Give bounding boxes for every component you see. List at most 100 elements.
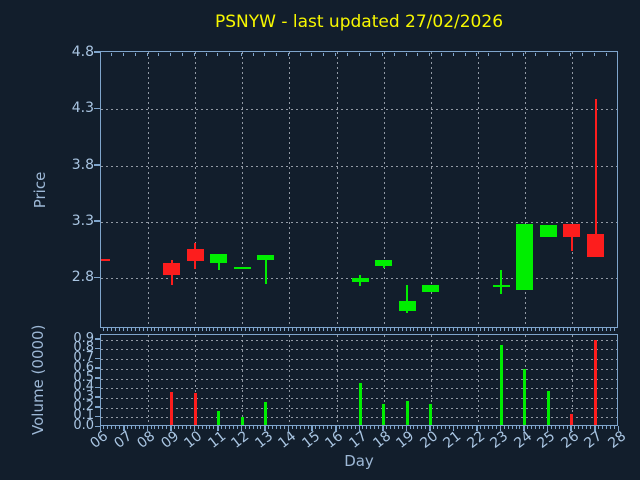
axis-tick — [307, 328, 309, 331]
price-tick-label: 3.8 — [71, 156, 94, 173]
axis-tick — [130, 328, 132, 331]
axis-tick — [303, 328, 305, 331]
axis-tick — [193, 328, 195, 331]
axis-tick — [264, 328, 266, 331]
axis-tick — [240, 426, 243, 431]
axis-tick — [370, 52, 372, 56]
axis-tick — [166, 328, 168, 331]
axis-tick — [582, 328, 584, 331]
axis-tick — [464, 328, 466, 331]
axis-tick — [170, 328, 172, 331]
axis-tick — [331, 426, 332, 429]
axis-tick — [244, 328, 246, 331]
axis-tick — [315, 328, 317, 331]
axis-tick — [535, 426, 537, 429]
day-gridline — [195, 52, 197, 327]
axis-tick — [413, 328, 415, 331]
day-gridline — [242, 52, 244, 327]
axis-tick — [362, 328, 364, 331]
axis-tick — [123, 426, 125, 431]
axis-tick — [150, 426, 152, 429]
axis-tick — [550, 426, 552, 429]
volume-bar — [382, 403, 385, 425]
candle-body — [422, 285, 440, 292]
axis-tick — [448, 328, 450, 331]
axis-tick — [374, 426, 376, 429]
axis-tick — [605, 52, 607, 56]
volume-tick-label: 0.2 — [73, 398, 94, 414]
axis-tick — [413, 426, 415, 429]
axis-tick — [444, 426, 446, 429]
axis-tick — [95, 396, 100, 398]
candle-body — [233, 267, 251, 270]
axis-tick — [535, 52, 537, 56]
axis-tick — [437, 426, 438, 429]
axis-tick — [327, 328, 329, 331]
price-gridline — [101, 221, 617, 223]
axis-tick — [570, 328, 572, 331]
day-gridline — [148, 52, 150, 327]
axis-tick — [452, 52, 454, 56]
axis-tick — [225, 426, 227, 429]
axis-tick — [276, 426, 278, 429]
axis-tick — [311, 52, 313, 56]
day-gridline — [383, 335, 385, 425]
axis-tick — [229, 52, 230, 56]
axis-tick — [142, 426, 144, 429]
axis-tick — [331, 328, 332, 331]
axis-tick — [260, 426, 262, 429]
axis-tick — [448, 426, 450, 429]
axis-tick — [546, 426, 549, 431]
volume-gridline — [101, 359, 617, 361]
axis-tick — [393, 328, 395, 331]
axis-tick — [370, 426, 372, 429]
day-gridline — [383, 52, 385, 327]
axis-tick — [311, 426, 313, 431]
candle-body — [587, 234, 604, 257]
axis-tick — [609, 328, 611, 331]
axis-tick — [252, 52, 254, 56]
axis-tick — [166, 426, 168, 429]
day-gridline — [477, 52, 479, 327]
axis-tick — [613, 426, 615, 429]
axis-tick — [542, 328, 544, 331]
axis-tick — [476, 328, 478, 331]
axis-tick — [405, 328, 407, 331]
axis-tick — [95, 367, 100, 369]
candle-wick — [570, 224, 573, 252]
axis-tick — [123, 328, 124, 331]
axis-tick — [590, 426, 591, 429]
price-tick-label: 2.8 — [71, 269, 94, 286]
axis-tick — [311, 328, 313, 331]
axis-tick — [539, 426, 540, 429]
axis-tick — [248, 328, 250, 331]
axis-tick — [582, 52, 584, 56]
axis-tick — [193, 52, 195, 56]
volume-bar — [546, 391, 550, 425]
axis-tick — [95, 386, 100, 389]
axis-tick — [558, 52, 560, 56]
volume-bar — [217, 410, 221, 425]
axis-tick — [158, 426, 160, 429]
axis-tick — [134, 52, 136, 56]
axis-tick — [142, 328, 144, 331]
chart-title: PSNYW - last updated 27/02/2026 — [214, 12, 504, 32]
day-gridline — [148, 335, 150, 425]
volume-bar — [170, 392, 174, 425]
axis-tick — [174, 426, 176, 429]
axis-tick — [236, 426, 238, 429]
axis-tick — [174, 328, 176, 331]
axis-tick — [472, 328, 474, 331]
candle-body — [210, 253, 228, 263]
axis-tick — [103, 426, 105, 429]
axis-tick — [594, 52, 595, 56]
axis-tick — [283, 426, 285, 429]
day-gridline — [524, 52, 526, 327]
axis-tick — [507, 426, 509, 429]
volume-tick-label: 0.7 — [73, 350, 94, 366]
axis-tick — [217, 426, 219, 431]
axis-tick — [276, 52, 278, 56]
axis-tick — [303, 426, 305, 429]
axis-tick — [346, 52, 348, 56]
axis-tick — [335, 328, 336, 331]
